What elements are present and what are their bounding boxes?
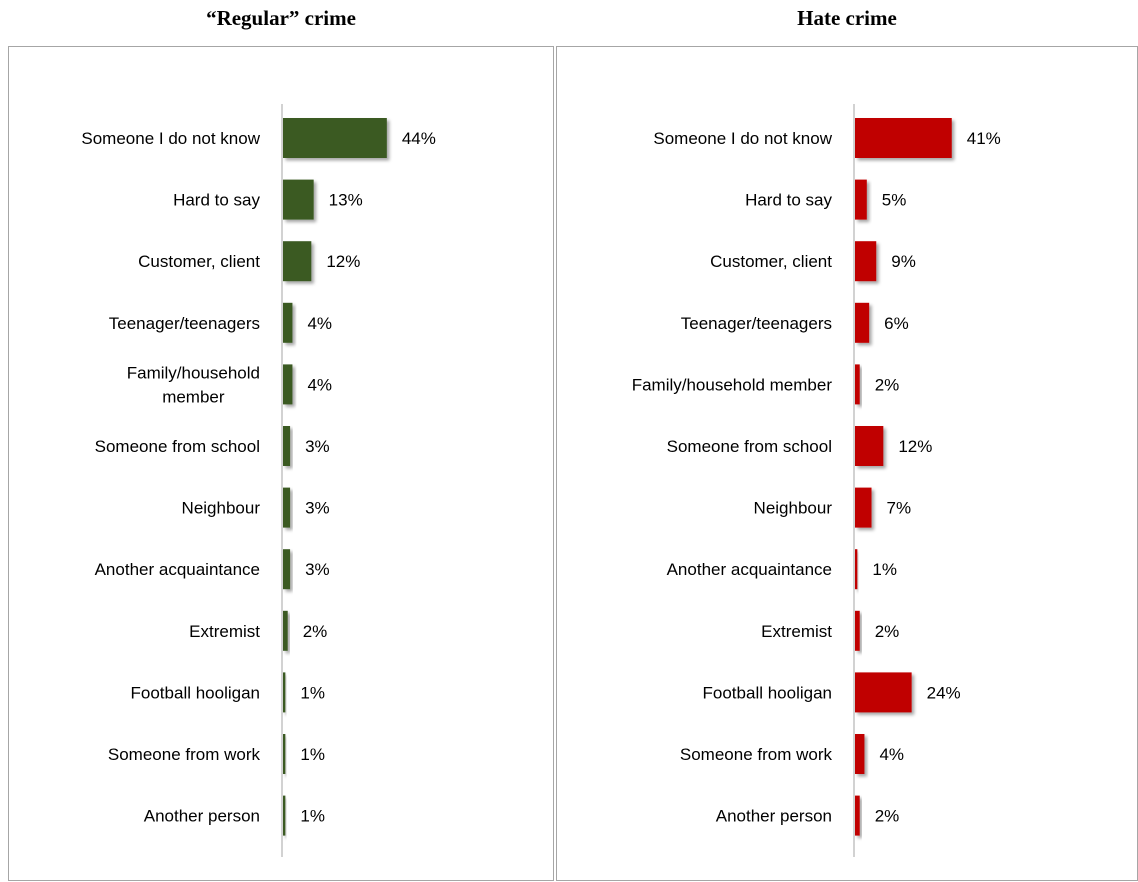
hate-bar-another-acquaintance (855, 549, 858, 590)
hate-bar-teenager-teenagers (855, 302, 870, 343)
regular-category-label-teenager-teenagers: Teenager/teenagers (109, 314, 260, 333)
hate-bar-someone-i-do-not-know (855, 118, 952, 158)
hate-category-label-family-household-member: Family/household member (632, 375, 833, 394)
bar-chart-hate-crime: Someone I do not know 41% Hard to say 5% Cus… (632, 104, 1001, 857)
regular-bar-another-acquaintance (283, 549, 291, 590)
regular-bar-family-household-member (283, 364, 293, 405)
regular-category-label-another-acquaintance: Another acquaintance (95, 560, 260, 579)
chart-title-regular-crime: “Regular” crime (206, 6, 356, 30)
regular-bar-another-person (283, 795, 286, 836)
chart-panel-regular-crime: Someone I do not know 44% Hard to say 13% Cu… (8, 46, 554, 881)
hate-value-label-neighbour: 7% (887, 499, 912, 518)
regular-category-label-neighbour: Neighbour (182, 499, 261, 518)
hate-value-label-someone-i-do-not-know: 41% (967, 129, 1001, 148)
regular-bar-someone-from-school (283, 426, 291, 466)
hate-category-label-someone-from-school: Someone from school (667, 437, 832, 456)
chart-title-hate-crime: Hate crime (797, 6, 897, 30)
hate-value-label-another-acquaintance: 1% (872, 560, 897, 579)
hate-category-label-another-person: Another person (716, 807, 832, 826)
hate-value-label-customer-client: 9% (891, 252, 916, 271)
hate-category-label-hard-to-say: Hard to say (745, 191, 832, 210)
hate-value-label-football-hooligan: 24% (927, 683, 961, 702)
bar-chart-regular-crime: Someone I do not know 44% Hard to say 13% Cu… (81, 104, 436, 857)
regular-category-label-someone-from-school: Someone from school (95, 437, 260, 456)
hate-value-label-extremist: 2% (875, 622, 900, 641)
regular-category-label-football-hooligan: Football hooligan (131, 683, 260, 702)
regular-value-label-someone-from-school: 3% (305, 437, 330, 456)
regular-bar-extremist (283, 610, 288, 651)
regular-category-label-extremist: Extremist (189, 622, 260, 641)
hate-value-label-another-person: 2% (875, 807, 900, 826)
hate-category-label-another-acquaintance: Another acquaintance (667, 560, 832, 579)
regular-value-label-neighbour: 3% (305, 499, 330, 518)
regular-bar-customer-client (283, 241, 312, 282)
hate-bar-hard-to-say (855, 179, 867, 220)
regular-category-label-another-person: Another person (144, 807, 260, 826)
regular-category-label-someone-i-do-not-know: Someone I do not know (81, 129, 260, 148)
hate-category-label-teenager-teenagers: Teenager/teenagers (681, 314, 832, 333)
hate-bar-family-household-member (855, 364, 860, 405)
hate-bar-football-hooligan (855, 672, 912, 713)
hate-value-label-family-household-member: 2% (875, 375, 900, 394)
hate-value-label-someone-from-work: 4% (879, 745, 904, 764)
regular-value-label-another-person: 1% (300, 807, 325, 826)
hate-value-label-someone-from-school: 12% (898, 437, 932, 456)
regular-category-label-customer-client: Customer, client (138, 252, 260, 271)
regular-value-label-someone-i-do-not-know: 44% (402, 129, 436, 148)
regular-value-label-extremist: 2% (303, 622, 328, 641)
regular-category-label-someone-from-work: Someone from work (108, 745, 261, 764)
regular-value-label-another-acquaintance: 3% (305, 560, 330, 579)
regular-value-label-someone-from-work: 1% (300, 745, 325, 764)
hate-bar-another-person (855, 795, 860, 836)
chart-panel-hate-crime: Someone I do not know 41% Hard to say 5% Cus… (556, 46, 1138, 881)
hate-value-label-hard-to-say: 5% (882, 191, 907, 210)
regular-bar-teenager-teenagers (283, 302, 293, 343)
hate-bar-customer-client (855, 241, 877, 282)
hate-bar-someone-from-school (855, 426, 884, 466)
regular-category-label-family-household-member: Family/household member (127, 363, 260, 406)
hate-value-label-teenager-teenagers: 6% (884, 314, 909, 333)
regular-bar-someone-i-do-not-know (283, 118, 387, 158)
regular-bar-someone-from-work (283, 734, 286, 774)
hate-category-label-customer-client: Customer, client (710, 252, 832, 271)
regular-value-label-teenager-teenagers: 4% (307, 314, 332, 333)
hate-category-label-someone-from-work: Someone from work (680, 745, 833, 764)
regular-bar-football-hooligan (283, 672, 286, 713)
regular-bar-hard-to-say (283, 179, 314, 220)
regular-category-label-hard-to-say: Hard to say (173, 191, 260, 210)
regular-value-label-football-hooligan: 1% (300, 683, 325, 702)
regular-bar-neighbour (283, 487, 291, 528)
hate-category-label-extremist: Extremist (761, 622, 832, 641)
hate-bar-neighbour (855, 487, 872, 528)
hate-category-label-football-hooligan: Football hooligan (703, 683, 832, 702)
regular-value-label-hard-to-say: 13% (329, 191, 363, 210)
hate-bar-someone-from-work (855, 734, 865, 774)
regular-value-label-customer-client: 12% (326, 252, 360, 271)
hate-category-label-neighbour: Neighbour (754, 499, 833, 518)
hate-category-label-someone-i-do-not-know: Someone I do not know (653, 129, 832, 148)
hate-bar-extremist (855, 610, 860, 651)
regular-value-label-family-household-member: 4% (307, 375, 332, 394)
